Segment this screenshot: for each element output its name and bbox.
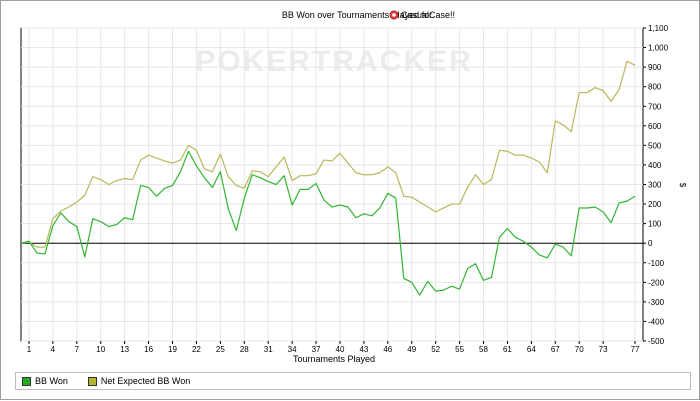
x-tick-label: 55 xyxy=(455,345,464,354)
x-tick-label: 19 xyxy=(168,345,177,354)
x-tick-label: 10 xyxy=(96,345,105,354)
watermark-text: POKERTRACKER xyxy=(195,45,472,78)
y-tick-label: -300 xyxy=(648,298,665,307)
x-tick-label: 28 xyxy=(240,345,249,354)
x-tick-label: 61 xyxy=(503,345,512,354)
y-tick-label: 200 xyxy=(648,200,662,209)
x-axis-ticks: 1 4 7 10 13 16 19 22 25 28 31 34 37 40 43 46 49 52 55 58 61 6… xyxy=(27,341,640,354)
x-tick-label: 13 xyxy=(120,345,129,354)
chart-legend: BB Won Net Expected BB Won xyxy=(15,372,691,390)
y-tick-label: -100 xyxy=(648,259,665,268)
legend-swatch-bb-won xyxy=(22,376,31,386)
y-tick-label: 1,000 xyxy=(648,44,669,53)
x-tick-label: 49 xyxy=(407,345,416,354)
x-tick-label: 67 xyxy=(551,345,560,354)
x-tick-label: 4 xyxy=(51,345,56,354)
y-tick-label: 300 xyxy=(648,181,662,190)
y-tick-label: 900 xyxy=(648,63,662,72)
x-tick-label: 58 xyxy=(479,345,488,354)
legend-label-bb-won: BB Won xyxy=(35,376,68,386)
series-lines xyxy=(20,60,636,296)
series-line-net-expected-bb-won xyxy=(20,60,636,248)
y-tick-label: 600 xyxy=(648,122,662,131)
y-tick-label: 800 xyxy=(648,83,662,92)
x-tick-label: 52 xyxy=(431,345,440,354)
legend-entry-bb-won: BB Won xyxy=(22,376,68,386)
series-line-bb-won xyxy=(20,150,636,296)
title-main: BB Won over Tournaments Played for xyxy=(282,10,432,20)
y-tick-label: 500 xyxy=(648,141,662,150)
legend-entry-net-expected: Net Expected BB Won xyxy=(87,376,191,386)
x-tick-label: 40 xyxy=(336,345,345,354)
poker-chip-icon xyxy=(389,10,399,20)
x-tick-label: 37 xyxy=(312,345,321,354)
x-tick-label: 31 xyxy=(264,345,273,354)
gridlines xyxy=(21,27,643,342)
y-tick-label: -400 xyxy=(648,317,665,326)
x-axis-label: Tournaments Played xyxy=(293,354,375,364)
y-axis-label: $ xyxy=(678,183,687,188)
y-tick-label: 400 xyxy=(648,161,662,170)
y-tick-label: 700 xyxy=(648,102,662,111)
x-tick-label: 77 xyxy=(631,345,640,354)
x-tick-label: 64 xyxy=(527,345,536,354)
y-tick-label: -500 xyxy=(648,337,665,346)
x-tick-label: 70 xyxy=(575,345,584,354)
x-tick-label: 7 xyxy=(75,345,80,354)
x-tick-label: 43 xyxy=(359,345,368,354)
y-axis-ticks: -500 -400 -300 -200 -100 0 100 200 300 400 500 600 7… xyxy=(643,24,669,346)
x-tick-label: 22 xyxy=(192,345,201,354)
x-tick-label: 73 xyxy=(599,345,608,354)
x-tick-label: 34 xyxy=(288,345,297,354)
pokertracker-watermark: POKERTRACKER xyxy=(195,45,472,78)
y-tick-label: 0 xyxy=(648,239,653,248)
y-tick-label: 1,100 xyxy=(648,24,669,33)
x-tick-label: 16 xyxy=(144,345,153,354)
x-tick-label: 25 xyxy=(216,345,225,354)
legend-swatch-net-expected xyxy=(87,376,97,386)
x-tick-label: 1 xyxy=(27,345,32,354)
player-name: CasualCase!! xyxy=(401,10,455,20)
x-tick-label: 46 xyxy=(383,345,392,354)
y-tick-label: -200 xyxy=(648,278,665,287)
chart-title: BB Won over Tournaments Played for xyxy=(282,10,432,20)
legend-label-net-expected: Net Expected BB Won xyxy=(100,376,191,386)
y-tick-label: 100 xyxy=(648,220,662,229)
